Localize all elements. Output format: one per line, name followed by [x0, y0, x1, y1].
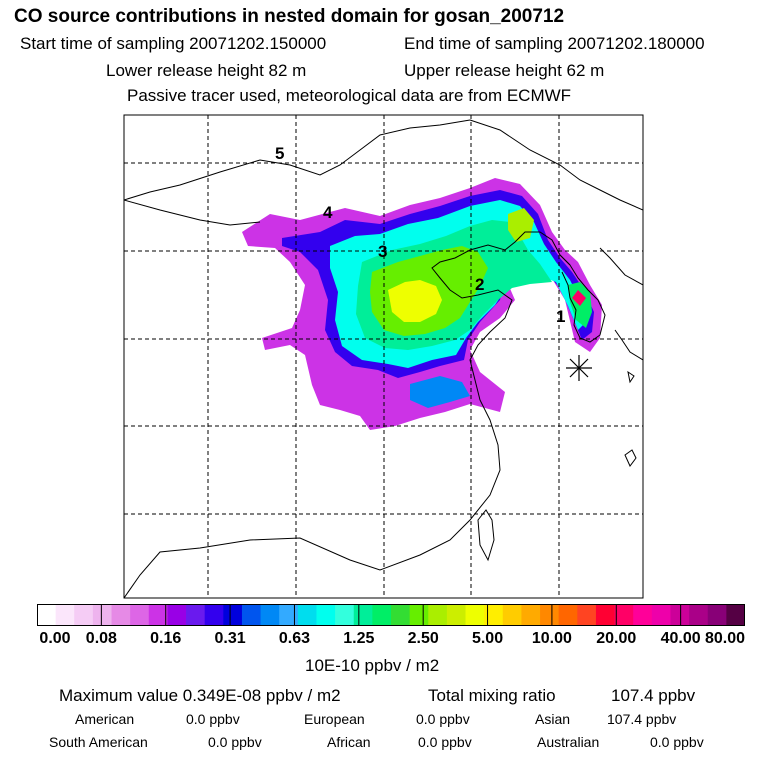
colorbar-cell — [633, 604, 653, 626]
source-value-south-american: 0.0 ppbv — [208, 734, 262, 750]
region-label-2: 2 — [475, 275, 484, 294]
colorbar-cell — [707, 604, 727, 626]
colorbar-cell — [92, 604, 112, 626]
colorbar-cell — [446, 604, 466, 626]
island-small-2 — [627, 370, 635, 384]
colorbar-tick-label: 0.16 — [150, 630, 182, 647]
coastline-taiwan — [477, 509, 495, 562]
colorbar-cell — [316, 604, 336, 626]
source-name-european: European — [304, 711, 365, 727]
colorbar-cell — [353, 604, 373, 626]
total-mixing-value: 107.4 ppbv — [611, 686, 696, 705]
tracer-info: Passive tracer used, meteorological data… — [127, 86, 572, 105]
plume-hotspot — [572, 290, 586, 306]
island-small — [624, 449, 637, 467]
source-name-african: African — [327, 734, 371, 750]
colorbar-cell — [651, 604, 671, 626]
receptor-marker-icon — [566, 355, 592, 381]
colorbar-cell — [223, 604, 243, 626]
source-name-american: American — [75, 711, 135, 727]
plot-title: CO source contributions in nested domain… — [14, 6, 565, 27]
colorbar-cell — [335, 604, 355, 626]
coastline-china — [124, 231, 571, 598]
colorbar-cell — [130, 604, 150, 626]
colorbar-cell — [167, 604, 187, 626]
source-value-australian: 0.0 ppbv — [650, 734, 704, 750]
colorbar-tick-label: 1.25 — [343, 630, 375, 647]
colorbar-cell — [577, 604, 597, 626]
colorbar-cell — [372, 604, 392, 626]
border-inner — [124, 199, 261, 226]
colorbar-tick-label: 2.50 — [407, 630, 439, 647]
source-name-south-american: South American — [49, 734, 148, 750]
coastlines — [124, 119, 643, 598]
colorbar-tick-label: 10.00 — [531, 630, 572, 647]
total-mixing-label: Total mixing ratio — [428, 686, 556, 705]
source-value-american: 0.0 ppbv — [186, 711, 240, 727]
colorbar-cell — [148, 604, 168, 626]
colorbar-cell — [502, 604, 522, 626]
colorbar-cell — [540, 604, 560, 626]
colorbar-tick-label: 80.00 — [704, 630, 746, 647]
colorbar-cell — [428, 604, 448, 626]
colorbar-cell — [465, 604, 485, 626]
colorbar-cell — [484, 604, 504, 626]
upper-release-height: Upper release height 62 m — [404, 61, 605, 80]
colorbar-cell — [689, 604, 709, 626]
colorbar-cell — [186, 604, 206, 626]
start-time: Start time of sampling 20071202.150000 — [20, 34, 327, 53]
colorbar-tick-label: 5.00 — [471, 630, 504, 647]
maximum-value: Maximum value 0.349E-08 ppbv / m2 — [59, 686, 341, 705]
colorbar-cell — [595, 604, 615, 626]
colorbar-cell — [37, 604, 57, 626]
region-label-1: 1 — [556, 307, 565, 326]
colorbar-cell — [297, 604, 317, 626]
source-value-asian: 107.4 ppbv — [607, 711, 677, 727]
lower-release-height: Lower release height 82 m — [106, 61, 307, 80]
colorbar-tick-label: 0.08 — [85, 630, 117, 647]
colorbar-cell — [279, 604, 299, 626]
region-label-4: 4 — [323, 203, 333, 222]
colorbar-cell — [726, 604, 745, 626]
colorbar-cell — [260, 604, 280, 626]
region-label-3: 3 — [378, 242, 387, 261]
border-northeast — [469, 119, 643, 211]
colorbar-cell — [204, 604, 224, 626]
border-mongolia — [124, 119, 471, 201]
plume-green-north — [508, 208, 534, 242]
plume-blue-south — [410, 376, 470, 408]
colorbar — [37, 604, 745, 626]
colorbar-tick-label: 40.00 — [660, 630, 701, 647]
coastline-japan — [599, 247, 643, 286]
colorbar-cell — [558, 604, 578, 626]
plume-layer — [242, 178, 602, 430]
grid-lines — [124, 115, 643, 598]
colorbar-units: 10E-10 ppbv / m2 — [305, 656, 440, 675]
colorbar-cell — [111, 604, 131, 626]
colorbar-tick-label: 0.63 — [278, 630, 311, 647]
coastline-japan-south — [614, 329, 643, 361]
colorbar-cell — [391, 604, 411, 626]
colorbar-cell — [409, 604, 429, 626]
end-time: End time of sampling 20071202.180000 — [404, 34, 705, 53]
plume-yellow — [388, 280, 442, 322]
colorbar-cell — [521, 604, 541, 626]
source-value-african: 0.0 ppbv — [418, 734, 472, 750]
colorbar-tick-label: 0.00 — [39, 630, 71, 647]
source-name-asian: Asian — [535, 711, 571, 727]
colorbar-tick-label: 0.31 — [214, 630, 246, 647]
region-label-5: 5 — [275, 144, 284, 163]
colorbar-cell — [241, 604, 261, 626]
source-name-australian: Australian — [537, 734, 600, 750]
colorbar-cell — [670, 604, 690, 626]
colorbar-tick-label: 20.00 — [596, 630, 637, 647]
map-frame — [123, 114, 644, 599]
colorbar-cell — [55, 604, 75, 626]
colorbar-cell — [614, 604, 634, 626]
colorbar-cell — [74, 604, 94, 626]
source-value-european: 0.0 ppbv — [416, 711, 470, 727]
